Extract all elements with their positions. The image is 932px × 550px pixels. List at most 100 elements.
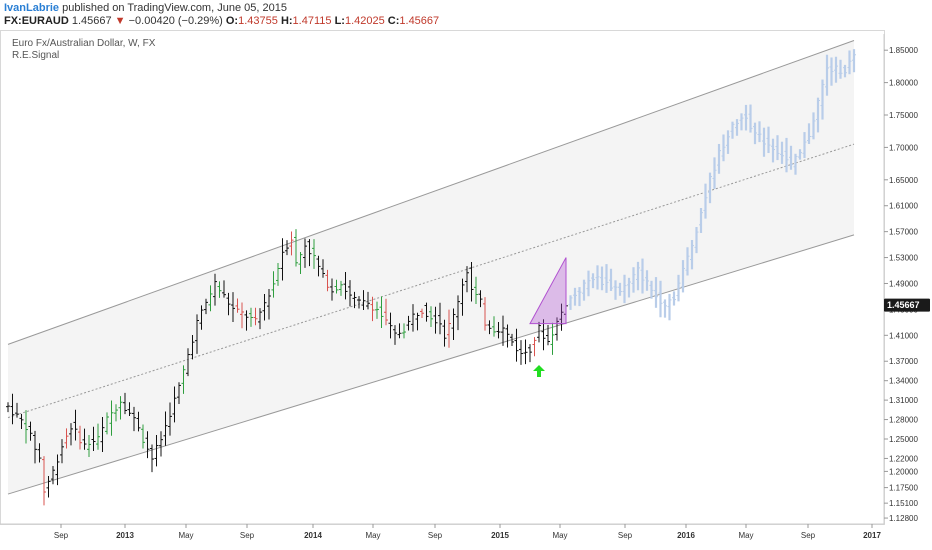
price-bar	[222, 280, 226, 298]
x-tick-label: Sep	[54, 531, 69, 540]
y-tick-label: 1.25000	[889, 435, 918, 444]
price-bar	[285, 240, 289, 256]
channel-lower-line[interactable]	[7, 234, 855, 495]
price-bar	[82, 428, 87, 450]
projected-bar	[622, 274, 627, 304]
price-bar	[298, 252, 303, 274]
price-bar	[334, 279, 339, 294]
projected-bar	[789, 145, 793, 170]
triangle-pattern[interactable]	[529, 257, 567, 325]
x-tick-label: 2014	[304, 531, 322, 540]
projected-bar	[699, 207, 703, 233]
open-value: 1.43755	[238, 15, 278, 27]
price-bar	[487, 320, 492, 335]
indicator-label: R.E.Signal	[12, 50, 60, 61]
price-bar	[69, 423, 73, 446]
price-bar	[60, 439, 64, 464]
projected-bar	[771, 138, 775, 163]
projected-bar	[852, 49, 856, 73]
price-bar	[244, 310, 249, 331]
price-bar	[429, 306, 433, 327]
channel-upper-line[interactable]	[7, 40, 855, 345]
price-bar	[465, 266, 469, 293]
y-tick-label: 1.65000	[889, 176, 918, 185]
price-bar	[307, 239, 312, 267]
price-bar	[505, 324, 510, 348]
projected-bar	[744, 104, 748, 131]
price-bar	[199, 305, 204, 330]
projected-bar	[838, 59, 843, 79]
publish-info: published on TradingView.com, June 05, 2…	[62, 2, 287, 14]
price-bar	[546, 325, 550, 346]
price-bar	[136, 411, 141, 432]
price-axis[interactable]: 1.85000 1.80000 1.75000 1.70000 1.65000 1.610…	[883, 34, 918, 524]
price-bar	[258, 308, 262, 330]
last-price-tag: 1.45667	[884, 298, 930, 312]
price-bar	[46, 476, 51, 498]
y-tick-label: 1.22000	[889, 454, 918, 463]
x-tick-label: 2015	[491, 531, 509, 540]
price-bar	[330, 278, 334, 301]
projected-bar	[568, 295, 573, 310]
projected-bar	[753, 122, 757, 145]
projected-bar	[663, 299, 667, 318]
price-bar	[456, 295, 460, 331]
y-tick-label: 1.41000	[889, 331, 918, 340]
y-tick-label: 1.12800	[889, 514, 918, 523]
price-bar	[24, 410, 28, 444]
price-bar	[523, 339, 528, 365]
y-tick-label: 1.53000	[889, 254, 918, 263]
projected-bar	[721, 134, 726, 162]
x-tick-label: Sep	[240, 531, 255, 540]
chart-header: IvanLabrie published on TradingView.com,…	[4, 2, 924, 30]
price-bar	[123, 392, 127, 415]
projected-bar	[816, 97, 820, 133]
low-value: 1.42025	[344, 15, 385, 27]
author-link[interactable]: IvanLabrie	[4, 2, 60, 14]
price-bar	[163, 411, 168, 446]
projected-bar	[613, 280, 618, 300]
channel-fill	[8, 40, 854, 495]
price-bar	[172, 386, 177, 423]
channel-middle-line[interactable]	[7, 143, 855, 419]
price-bar	[303, 238, 307, 268]
price-bar	[528, 344, 532, 363]
price-bar	[240, 302, 244, 329]
y-tick-label: 1.20000	[889, 467, 918, 476]
price-bar	[532, 337, 537, 357]
price-bar	[141, 424, 145, 449]
price-bar	[154, 435, 159, 467]
price-bar	[6, 402, 10, 413]
projected-bar	[762, 127, 766, 157]
price-chart[interactable]: 1.85000 1.80000 1.75000 1.70000 1.65000 1.610…	[0, 30, 932, 550]
price-bar	[393, 325, 397, 345]
projected-bar	[690, 240, 694, 270]
price-bar	[375, 301, 379, 319]
price-bar	[114, 404, 118, 422]
price-bar	[28, 421, 33, 441]
projected-bar	[627, 277, 631, 298]
price-bar	[550, 322, 555, 355]
price-bar	[483, 297, 487, 331]
price-bar	[415, 312, 420, 331]
price-bar	[19, 413, 24, 429]
price-bar	[276, 263, 280, 286]
projected-bar	[739, 113, 744, 131]
price-bar	[460, 278, 465, 316]
price-bar	[510, 333, 514, 346]
price-bar	[231, 292, 235, 323]
projected-bar	[645, 270, 649, 291]
projected-bar	[676, 274, 681, 302]
x-tick-label: 2013	[116, 531, 134, 540]
price-bar	[64, 428, 69, 449]
price-bar	[420, 308, 424, 318]
price-bar	[55, 454, 60, 486]
projected-bar	[694, 227, 699, 254]
price-bar	[181, 365, 186, 394]
time-axis[interactable]: Sep 2013 May Sep 2014 May Sep 2015 May Sep 2016 May…	[0, 523, 884, 540]
price-bar	[118, 396, 123, 420]
price-bar	[213, 273, 217, 306]
price-bar	[42, 456, 46, 506]
price-bar	[168, 402, 172, 436]
price-bar	[312, 239, 316, 269]
